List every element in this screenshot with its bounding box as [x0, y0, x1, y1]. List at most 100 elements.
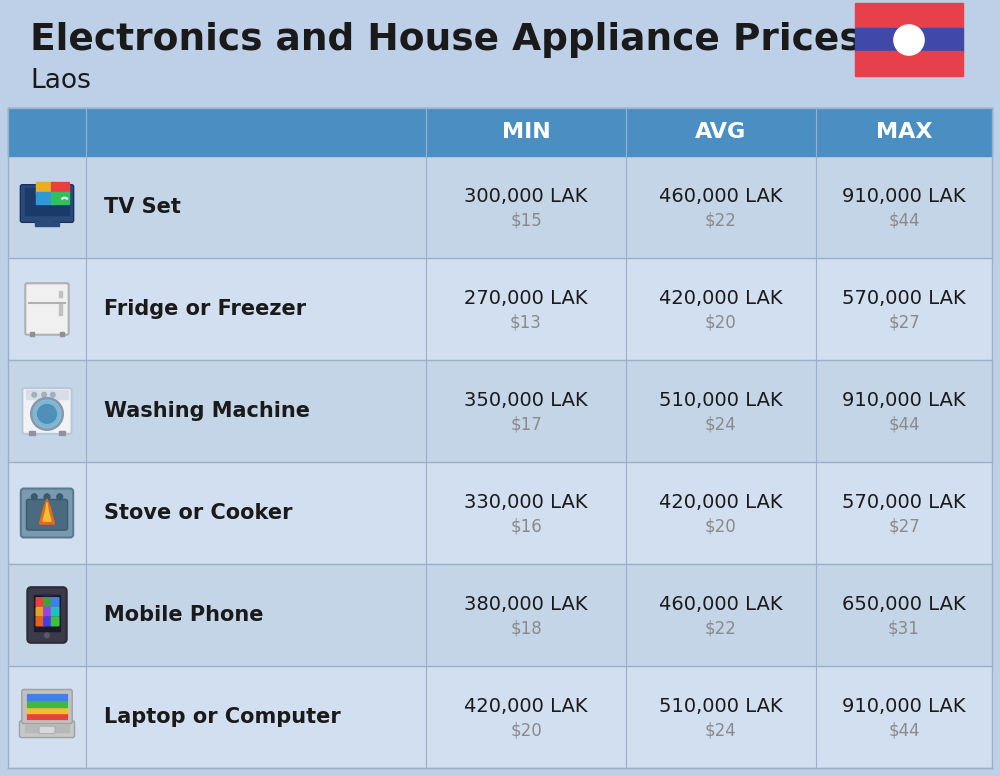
Bar [855, 3, 963, 28]
Text: 910,000 LAK: 910,000 LAK [842, 392, 966, 411]
FancyBboxPatch shape [43, 616, 52, 626]
Ellipse shape [894, 25, 924, 55]
Text: TV Set: TV Set [104, 197, 181, 217]
Text: 330,000 LAK: 330,000 LAK [464, 494, 588, 512]
Circle shape [38, 404, 56, 423]
Text: 510,000 LAK: 510,000 LAK [659, 698, 783, 716]
Circle shape [32, 393, 37, 397]
Text: 420,000 LAK: 420,000 LAK [659, 289, 783, 309]
Bar [816, 108, 992, 156]
Bar [51, 192, 69, 204]
Bar [855, 28, 963, 52]
Text: Stove or Cooker: Stove or Cooker [104, 503, 292, 523]
Bar [86, 108, 426, 156]
Circle shape [42, 393, 46, 397]
FancyBboxPatch shape [22, 388, 72, 434]
Bar [35, 222, 59, 226]
Text: $22: $22 [705, 211, 737, 229]
Text: 300,000 LAK: 300,000 LAK [464, 188, 588, 206]
Bar [8, 108, 86, 156]
Bar [27, 712, 67, 719]
Bar [426, 108, 626, 156]
FancyBboxPatch shape [20, 185, 74, 223]
Text: $15: $15 [510, 211, 542, 229]
Circle shape [31, 494, 37, 500]
Bar [29, 431, 35, 435]
Text: 460,000 LAK: 460,000 LAK [659, 188, 783, 206]
FancyBboxPatch shape [35, 616, 44, 626]
Bar [42, 217, 52, 223]
Bar [27, 707, 67, 712]
Bar [8, 462, 992, 564]
Text: Laptop or Computer: Laptop or Computer [104, 707, 341, 727]
Bar [59, 431, 65, 435]
Text: Laos: Laos [30, 68, 91, 94]
Text: Electronics and House Appliance Prices: Electronics and House Appliance Prices [30, 22, 862, 58]
FancyBboxPatch shape [22, 690, 72, 724]
Circle shape [50, 393, 55, 397]
Text: $17: $17 [510, 415, 542, 433]
Bar [60, 332, 64, 336]
Text: $16: $16 [510, 517, 542, 535]
Bar [8, 666, 992, 768]
Text: 650,000 LAK: 650,000 LAK [842, 595, 966, 615]
Bar [51, 182, 69, 195]
Text: 420,000 LAK: 420,000 LAK [464, 698, 588, 716]
Text: Washing Machine: Washing Machine [104, 401, 310, 421]
Text: 270,000 LAK: 270,000 LAK [464, 289, 588, 309]
FancyBboxPatch shape [43, 607, 52, 617]
Bar [626, 108, 816, 156]
Text: $31: $31 [888, 619, 920, 637]
FancyBboxPatch shape [51, 597, 60, 607]
Text: 910,000 LAK: 910,000 LAK [842, 188, 966, 206]
Circle shape [45, 633, 49, 638]
FancyBboxPatch shape [51, 616, 60, 626]
Text: MIN: MIN [502, 122, 550, 142]
Text: 570,000 LAK: 570,000 LAK [842, 289, 966, 309]
FancyBboxPatch shape [26, 500, 68, 530]
Text: Fridge or Freezer: Fridge or Freezer [104, 299, 306, 319]
Polygon shape [43, 503, 51, 521]
Text: $27: $27 [888, 517, 920, 535]
Polygon shape [39, 499, 55, 524]
Bar [34, 595, 60, 632]
Circle shape [57, 494, 63, 500]
Text: $27: $27 [888, 313, 920, 331]
Text: 350,000 LAK: 350,000 LAK [464, 392, 588, 411]
Text: $20: $20 [705, 517, 737, 535]
Bar [27, 695, 67, 701]
Text: $24: $24 [705, 415, 737, 433]
Text: 460,000 LAK: 460,000 LAK [659, 595, 783, 615]
Text: $13: $13 [510, 313, 542, 331]
Bar [36, 182, 54, 195]
Circle shape [44, 494, 50, 500]
Text: $24: $24 [705, 721, 737, 739]
FancyBboxPatch shape [21, 489, 73, 538]
Bar [8, 564, 992, 666]
Text: 380,000 LAK: 380,000 LAK [464, 595, 588, 615]
Text: AVG: AVG [695, 122, 747, 142]
Bar [27, 701, 67, 707]
Bar [27, 695, 67, 719]
Bar [26, 390, 68, 400]
Bar [25, 188, 69, 215]
FancyBboxPatch shape [19, 721, 75, 737]
Bar [8, 258, 992, 360]
Text: Mobile Phone: Mobile Phone [104, 605, 264, 625]
Text: $20: $20 [510, 721, 542, 739]
FancyBboxPatch shape [25, 283, 69, 334]
FancyBboxPatch shape [35, 597, 44, 607]
Text: MAX: MAX [876, 122, 932, 142]
Text: $44: $44 [888, 211, 920, 229]
Circle shape [31, 398, 63, 430]
Bar [36, 192, 54, 204]
FancyBboxPatch shape [35, 607, 44, 617]
Bar [25, 725, 69, 732]
Bar [59, 304, 62, 315]
Bar [855, 51, 963, 76]
Bar [30, 332, 34, 336]
Bar [8, 156, 992, 258]
Text: $22: $22 [705, 619, 737, 637]
FancyBboxPatch shape [51, 607, 60, 617]
FancyBboxPatch shape [27, 587, 67, 643]
